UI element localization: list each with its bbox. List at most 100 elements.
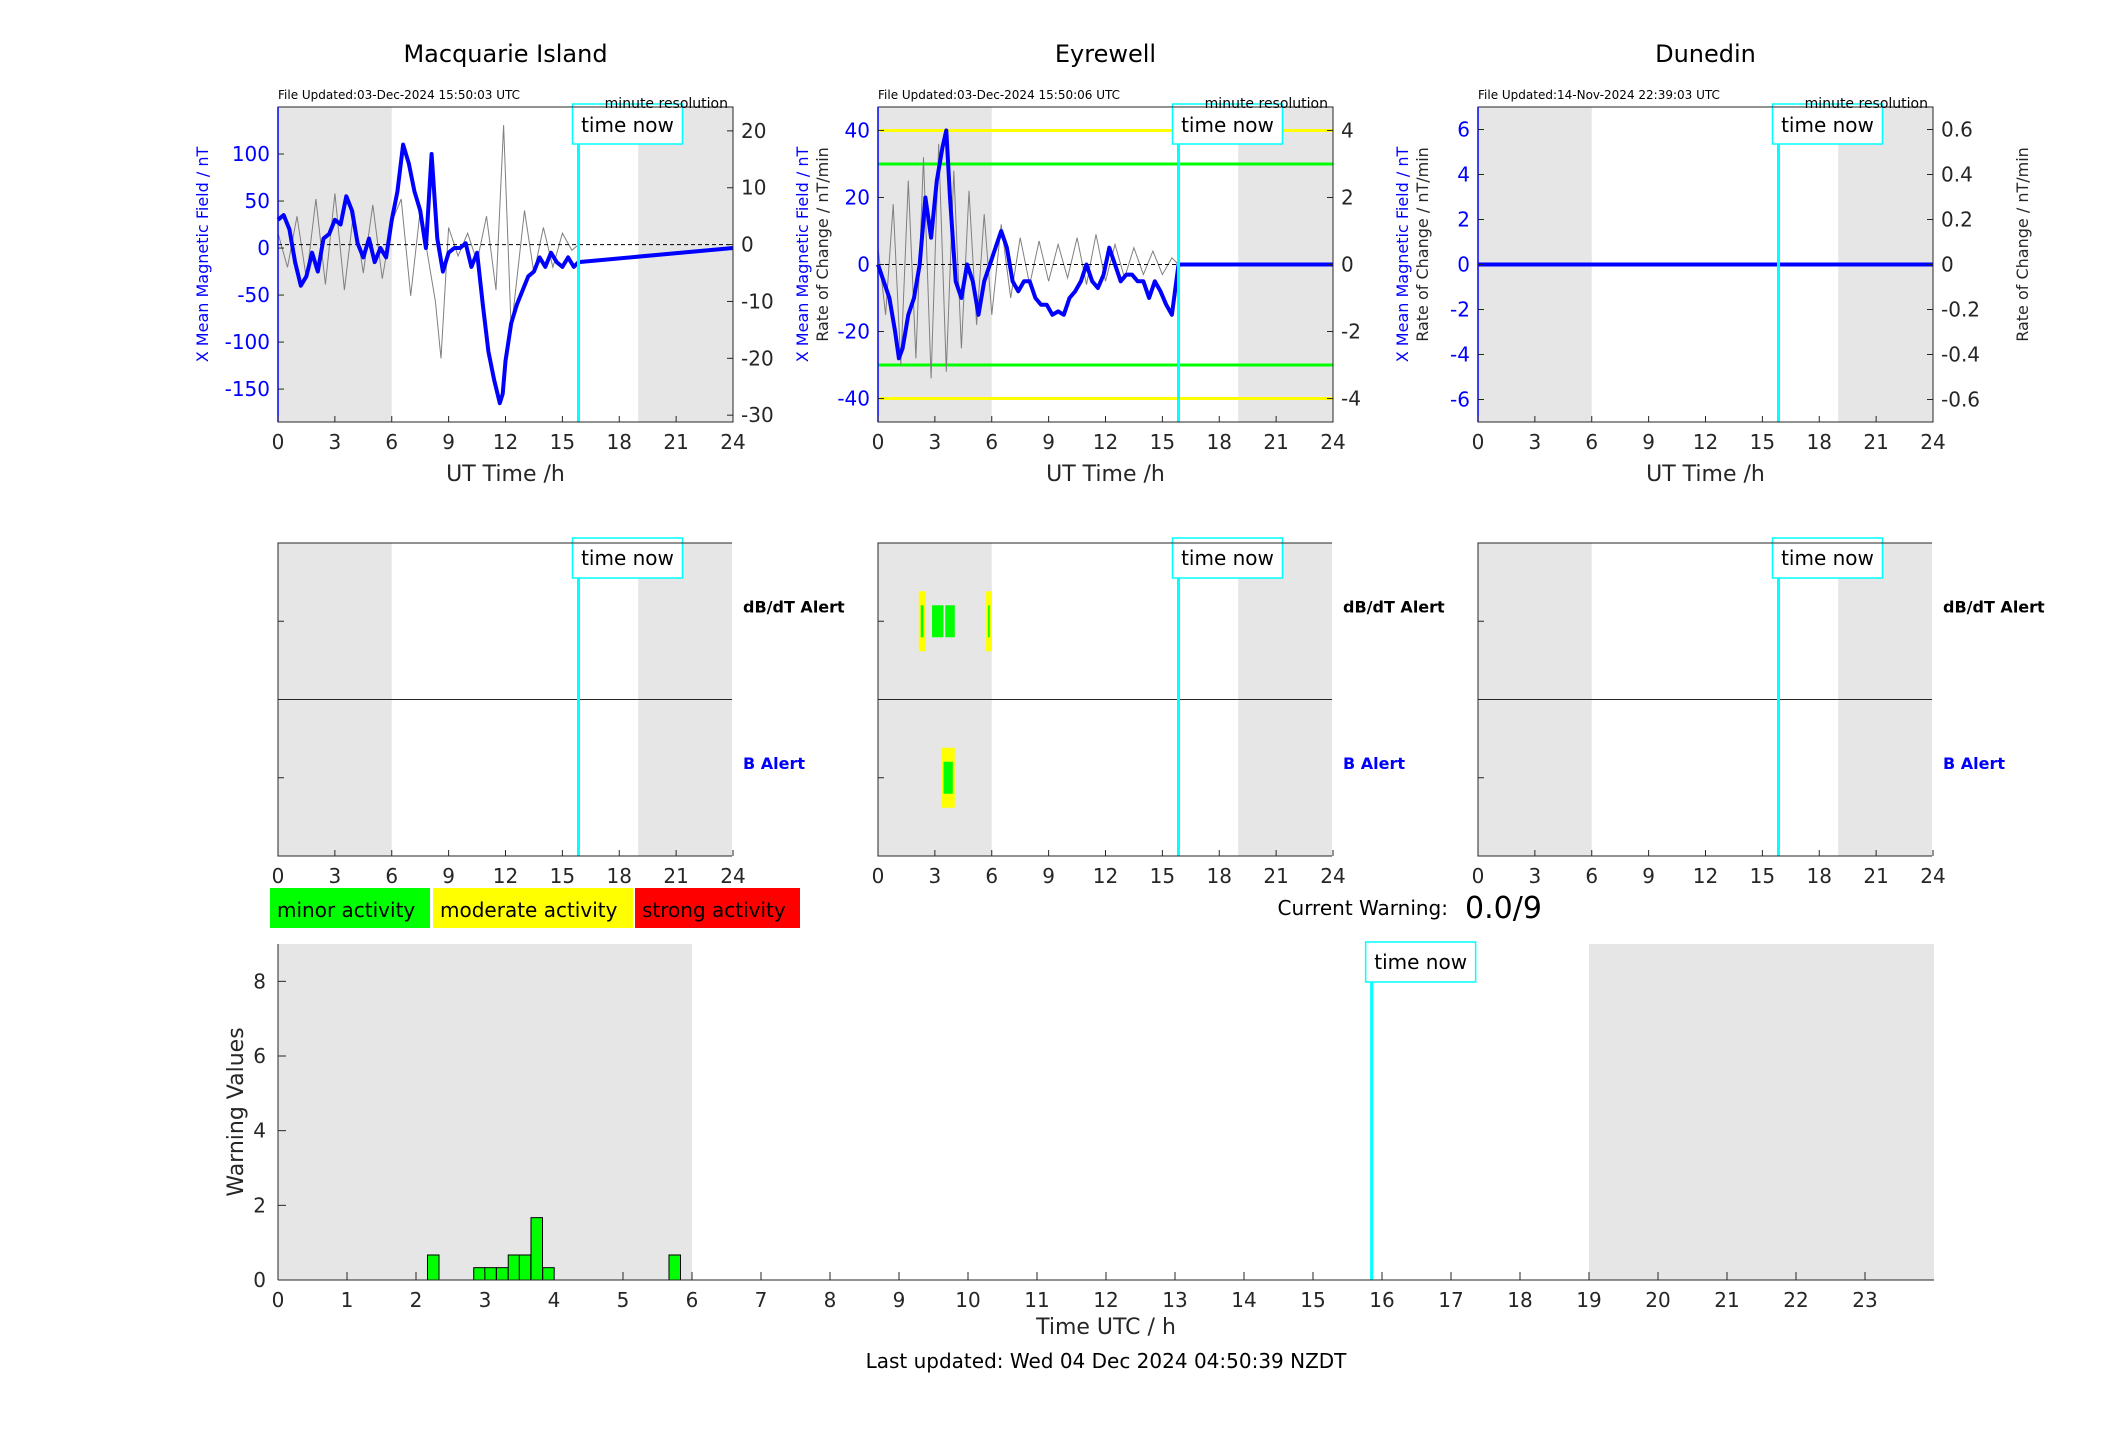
time-now-label: time now xyxy=(581,546,674,570)
y-tick-label: 8 xyxy=(253,969,266,993)
warning-bar xyxy=(668,1254,682,1281)
y-tick-label: 6 xyxy=(253,1044,266,1068)
x-tick-label: 12 xyxy=(1093,1288,1118,1312)
right-tick-label: -0.6 xyxy=(1941,388,1980,412)
warning-bar xyxy=(484,1267,497,1281)
right-tick-label: 0.2 xyxy=(1941,208,1973,232)
b-alert-label: B Alert xyxy=(1343,754,1405,773)
x-axis-label: Time UTC / h xyxy=(1035,1315,1176,1340)
x-tick-label: 6 xyxy=(385,864,398,888)
x-tick-label: 4 xyxy=(548,1288,561,1312)
x-tick-label: 0 xyxy=(1472,430,1485,454)
dbdt-minor-block xyxy=(932,605,944,638)
last-updated-text: Last updated: Wed 04 Dec 2024 04:50:39 N… xyxy=(866,1349,1348,1373)
x-tick-label: 20 xyxy=(1645,1288,1670,1312)
dbdt-minor-block xyxy=(988,605,990,638)
x-tick-label: 9 xyxy=(1042,864,1055,888)
station-plot-0: Macquarie Island time now File Updated:03-… xyxy=(193,40,832,487)
minor-legend-label: minor activity xyxy=(277,898,415,922)
x-tick-label: 3 xyxy=(929,864,942,888)
time-now-box xyxy=(1771,103,1884,145)
left-tick-label: -6 xyxy=(1450,388,1470,412)
x-tick-label: 15 xyxy=(1150,864,1175,888)
left-tick-label: 40 xyxy=(845,118,870,142)
left-tick-label: 2 xyxy=(1457,208,1470,232)
x-tick-label: 6 xyxy=(1585,430,1598,454)
warning-bar xyxy=(507,1254,521,1281)
strong-legend-swatch xyxy=(635,888,800,928)
x-tick-label: 19 xyxy=(1576,1288,1601,1312)
x-tick-label: 15 xyxy=(550,864,575,888)
x-tick-label: 9 xyxy=(1042,430,1055,454)
x-tick-label: 12 xyxy=(1693,864,1718,888)
right-tick-label: -0.4 xyxy=(1941,343,1980,367)
x-tick-label: 21 xyxy=(1863,864,1888,888)
time-now-label: time now xyxy=(1781,546,1874,570)
x-tick-label: 11 xyxy=(1024,1288,1049,1312)
resolution-text: minute resolution xyxy=(1205,96,1328,112)
x-tick-label: 18 xyxy=(1507,1288,1532,1312)
left-tick-label: 0 xyxy=(857,253,870,277)
dbdt-alert-label: dB/dT Alert xyxy=(1943,597,2045,616)
x-tick-label: 0 xyxy=(1472,864,1485,888)
x-tick-label: 12 xyxy=(1093,430,1118,454)
x-tick-label: 6 xyxy=(686,1288,699,1312)
time-now-box xyxy=(571,103,684,145)
x-tick-label: 8 xyxy=(824,1288,837,1312)
right-tick-label: -20 xyxy=(741,346,774,370)
alert-panel-1: time now 0 3 6 9 12 15 18 21 24 dB/dT Alert B Alert xyxy=(872,537,1445,888)
file-updated-text: File Updated:03-Dec-2024 15:50:03 UTC xyxy=(278,88,520,102)
left-tick-label: 50 xyxy=(245,189,270,213)
station-plot-1: Eyrewell time now File Updated:03-Dec-2024… xyxy=(793,40,1432,487)
x-tick-label: 18 xyxy=(1807,430,1832,454)
right-tick-label: -10 xyxy=(741,289,774,313)
left-tick-label: 6 xyxy=(1457,118,1470,142)
right-tick-label: 0 xyxy=(741,233,754,257)
x-tick-label: 21 xyxy=(663,430,688,454)
left-tick-label: -100 xyxy=(225,330,270,354)
night-shading xyxy=(278,944,692,1280)
time-now-label: time now xyxy=(1181,546,1274,570)
left-axis-label: X Mean Magnetic Field / nT xyxy=(793,147,812,363)
rate-of-change-series xyxy=(277,125,579,359)
left-tick-label: 100 xyxy=(232,142,270,166)
x-tick-label: 15 xyxy=(550,430,575,454)
moderate-legend-label: moderate activity xyxy=(440,898,618,922)
resolution-text: minute resolution xyxy=(1805,96,1928,112)
current-warning-value: 0.0/9 xyxy=(1465,891,1542,926)
x-tick-label: 14 xyxy=(1231,1288,1256,1312)
x-tick-label: 24 xyxy=(1320,430,1345,454)
left-tick-label: 4 xyxy=(1457,163,1470,187)
file-updated-text: File Updated:14-Nov-2024 22:39:03 UTC xyxy=(1478,88,1720,102)
mean-field-series xyxy=(876,128,1333,361)
mean-field-series xyxy=(276,142,734,406)
left-tick-label: -4 xyxy=(1450,343,1470,367)
x-tick-label: 15 xyxy=(1750,864,1775,888)
right-tick-label: 10 xyxy=(741,176,766,200)
x-tick-label: 9 xyxy=(1642,430,1655,454)
x-tick-label: 12 xyxy=(493,430,518,454)
x-tick-label: 18 xyxy=(1207,864,1232,888)
x-tick-label: 22 xyxy=(1783,1288,1808,1312)
right-tick-label: 0.4 xyxy=(1941,163,1973,187)
alert-panel-2: time now 0 3 6 9 12 15 18 21 24 dB/dT Alert B Alert xyxy=(1472,537,2045,888)
left-axis-label: X Mean Magnetic Field / nT xyxy=(1393,147,1412,363)
moderate-legend-swatch xyxy=(433,888,633,928)
time-now-label: time now xyxy=(1181,113,1274,137)
station-title: Dunedin xyxy=(1655,40,1756,68)
left-axis-label: X Mean Magnetic Field / nT xyxy=(193,147,212,363)
y-axis-label: Warning Values xyxy=(224,1027,249,1196)
left-tick-label: -50 xyxy=(237,283,270,307)
right-tick-label: 2 xyxy=(1341,185,1354,209)
right-tick-label: -2 xyxy=(1341,320,1361,344)
x-tick-label: 23 xyxy=(1852,1288,1877,1312)
y-tick-label: 0 xyxy=(253,1268,266,1292)
right-tick-label: 0 xyxy=(1941,253,1954,277)
time-now-box xyxy=(1171,103,1284,145)
x-tick-label: 3 xyxy=(329,864,342,888)
x-tick-label: 16 xyxy=(1369,1288,1394,1312)
x-tick-label: 21 xyxy=(1714,1288,1739,1312)
warning-bar xyxy=(495,1267,509,1281)
x-axis-label: UT Time /h xyxy=(446,462,565,487)
